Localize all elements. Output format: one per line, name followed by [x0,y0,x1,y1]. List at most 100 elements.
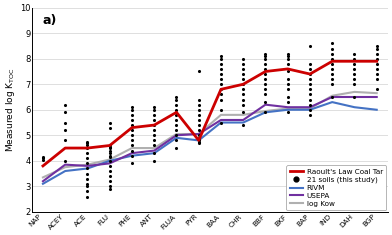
Point [218,121,224,124]
Point [351,62,358,66]
Point [262,93,269,96]
Point [84,140,91,144]
Point [307,72,313,76]
Point [240,123,246,127]
Point [329,77,335,81]
Point [329,42,335,45]
Point [84,167,91,170]
Point [107,169,113,173]
Point [307,87,313,91]
Point [218,82,224,86]
Point [151,144,157,147]
Point [84,161,91,165]
Point [329,62,335,66]
Point [285,87,291,91]
Point [107,151,113,155]
Point [285,110,291,114]
Point [107,179,113,183]
Point [151,118,157,122]
Point [218,98,224,102]
Point [129,144,135,147]
Point [218,72,224,76]
Point [285,82,291,86]
Point [285,54,291,58]
Point [196,136,202,140]
Point [173,108,180,112]
Point [107,126,113,129]
Point [196,108,202,112]
Point [196,98,202,102]
Point [107,144,113,147]
Point [285,57,291,61]
Point [84,144,91,147]
Point [84,151,91,155]
Point [62,110,68,114]
Point [307,67,313,71]
Point [62,138,68,142]
Point [40,158,46,161]
Point [351,52,358,55]
Point [196,141,202,145]
Point [374,44,380,48]
Point [107,164,113,168]
Point [218,67,224,71]
Point [129,133,135,137]
Point [62,121,68,124]
Point [129,149,135,153]
Point [307,77,313,81]
Point [107,154,113,158]
Point [307,103,313,106]
Point [173,98,180,102]
Point [351,77,358,81]
Point [84,146,91,150]
Point [329,52,335,55]
Point [374,72,380,76]
Point [84,182,91,186]
Point [329,67,335,71]
Point [84,156,91,160]
Point [173,138,180,142]
Point [129,118,135,122]
Point [84,172,91,176]
Point [374,77,380,81]
Point [307,93,313,96]
Point [351,82,358,86]
Point [173,128,180,132]
Point [84,195,91,198]
Point [218,93,224,96]
Point [40,155,46,159]
Point [129,128,135,132]
Point [240,57,246,61]
Point [107,174,113,178]
Point [329,57,335,61]
Point [329,95,335,99]
Point [129,138,135,142]
Point [240,103,246,106]
Point [129,108,135,112]
Point [351,95,358,99]
Point [218,54,224,58]
Point [173,95,180,99]
Point [151,159,157,163]
Point [374,47,380,50]
Text: a): a) [42,14,57,27]
Point [196,103,202,106]
Point [240,82,246,86]
Point [196,70,202,73]
Point [84,141,91,145]
Point [107,159,113,163]
Point [173,118,180,122]
Point [351,72,358,76]
Point [262,100,269,104]
Point [218,87,224,91]
Point [240,98,246,102]
Point [40,156,46,160]
Point [262,57,269,61]
Point [285,95,291,99]
Point [196,133,202,137]
Point [240,72,246,76]
Point [307,82,313,86]
Point [351,67,358,71]
Point [62,159,68,163]
Point [262,87,269,91]
